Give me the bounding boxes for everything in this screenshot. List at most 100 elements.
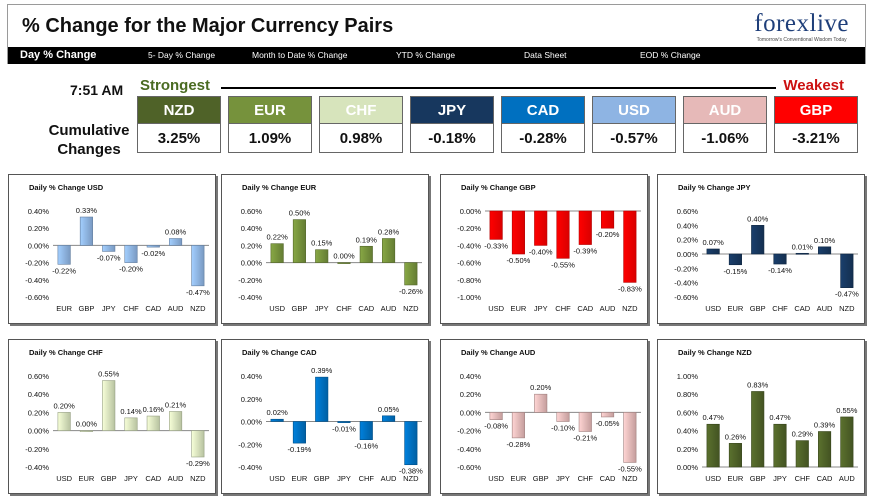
data-label: -0.20%: [119, 265, 143, 274]
y-tick-label: -0.20%: [25, 445, 49, 454]
y-tick-label: -0.20%: [457, 427, 481, 436]
chart-panel-4: Daily % Change JPY 0.60% 0.40% 0.20% 0.00% -0…: [657, 174, 865, 324]
data-label: -0.39%: [573, 247, 597, 256]
data-label: -0.20%: [596, 230, 620, 239]
x-tick-label: NZD: [403, 474, 419, 483]
tab-ytd-change[interactable]: YTD % Change: [396, 50, 456, 60]
currency-tile-jpy: JPY -0.18%: [410, 96, 494, 154]
currency-code: JPY: [410, 96, 494, 124]
bar-chf: [795, 440, 809, 468]
bar-usd: [489, 210, 503, 240]
forexlive-logo[interactable]: forexlive Tomorrow's Conventional Wisdom…: [754, 10, 849, 43]
x-tick-label: AUD: [168, 304, 184, 313]
x-tick-label: USD: [56, 474, 72, 483]
data-label: -0.83%: [618, 284, 642, 293]
y-tick-label: -0.40%: [674, 279, 698, 288]
bar-eur: [511, 412, 525, 439]
chart-title: Daily % Change EUR: [242, 183, 317, 192]
y-tick-label: 0.00%: [241, 418, 263, 427]
chart-title: Daily % Change NZD: [678, 348, 752, 357]
x-tick-label: CAD: [145, 474, 161, 483]
x-tick-label: AUD: [600, 304, 616, 313]
y-tick-label: 0.60%: [677, 207, 699, 216]
bar-gbp: [315, 376, 329, 422]
x-tick-label: JPY: [534, 304, 548, 313]
y-tick-label: -0.20%: [238, 440, 262, 449]
bar-jpy: [534, 210, 548, 246]
bar-usd: [270, 243, 284, 263]
nav-bar: Day % Change 5- Day % Change Month to Da…: [8, 47, 865, 64]
chart-panel-5: Daily % Change CHF 0.60% 0.40% 0.20% 0.00% -0…: [8, 339, 216, 494]
bar-jpy: [556, 412, 570, 422]
bar-chart: 1.00% 0.80% 0.60% 0.40% 0.20% 0.00% 0.47% USD 0.…: [677, 372, 858, 483]
chart-panel-8: Daily % Change NZD 1.00% 0.80% 0.60% 0.40% 0.…: [657, 339, 865, 494]
logo-wordmark: forexlive: [754, 10, 849, 37]
tab-5-day-change[interactable]: 5- Day % Change: [148, 50, 216, 60]
data-label: 0.19%: [356, 235, 378, 244]
timestamp: 7:51 AM: [70, 82, 124, 98]
bar-eur: [728, 443, 742, 468]
cumulative-change-value: -1.06%: [683, 124, 767, 153]
bar-eur: [728, 253, 742, 266]
bar-usd: [270, 418, 284, 422]
x-tick-label: USD: [705, 304, 721, 313]
y-tick-label: 0.00%: [460, 408, 482, 417]
data-label: -0.16%: [354, 442, 378, 451]
y-tick-label: -0.80%: [457, 276, 481, 285]
data-label: 0.10%: [814, 236, 836, 245]
x-tick-label: GBP: [750, 304, 766, 313]
data-label: 0.50%: [289, 209, 311, 218]
bar-chart: 0.40% 0.20% 0.00% -0.20% -0.40% -0.60% -0.08% U…: [457, 372, 642, 483]
y-tick-label: 0.60%: [28, 372, 50, 381]
data-label: -0.15%: [724, 267, 748, 276]
y-tick-label: 0.60%: [241, 207, 263, 216]
bar-eur: [79, 430, 93, 432]
y-tick-label: 0.20%: [241, 395, 263, 404]
y-tick-label: 0.40%: [460, 372, 482, 381]
chart-title: Daily % Change AUD: [461, 348, 536, 357]
tab-day-change[interactable]: Day % Change: [20, 49, 97, 61]
data-label: -0.47%: [835, 290, 859, 299]
data-label: 0.15%: [311, 239, 333, 248]
x-tick-label: CAD: [794, 304, 810, 313]
x-tick-label: GBP: [101, 474, 117, 483]
data-label: -0.47%: [186, 288, 210, 297]
data-label: -0.08%: [484, 422, 508, 431]
data-label: 0.40%: [747, 214, 769, 223]
chart-title: Daily % Change CHF: [29, 348, 103, 357]
data-label: 0.39%: [311, 366, 333, 375]
x-tick-label: CHF: [772, 304, 788, 313]
x-tick-label: GBP: [292, 304, 308, 313]
logo-tagline: Tomorrow's Conventional Wisdom Today: [756, 37, 847, 43]
x-tick-label: CHF: [795, 474, 811, 483]
chart-title: Daily % Change GBP: [461, 183, 536, 192]
tab-eod-change[interactable]: EOD % Change: [640, 50, 701, 60]
bar-nzd: [623, 210, 637, 283]
data-label: 0.16%: [143, 405, 165, 414]
x-tick-label: CHF: [359, 474, 375, 483]
y-tick-label: -0.60%: [457, 259, 481, 268]
bar-nzd: [191, 430, 205, 458]
data-label: 0.47%: [769, 413, 791, 422]
tab-month-to-date-change[interactable]: Month to Date % Change: [252, 50, 348, 60]
weakest-label: Weakest: [783, 77, 844, 94]
data-label: 0.83%: [747, 380, 769, 389]
bar-jpy: [337, 421, 351, 423]
currency-tile-nzd: NZD 3.25%: [137, 96, 221, 154]
bar-cad: [795, 252, 809, 255]
bar-chart: 0.40% 0.20% 0.00% -0.20% -0.40% -0.60% -0.22% E…: [25, 206, 210, 313]
cumulative-changes-label: Cumulative Changes: [44, 121, 134, 159]
currency-code: GBP: [774, 96, 858, 124]
y-tick-label: -0.40%: [457, 445, 481, 454]
bar-aud: [169, 411, 183, 431]
bar-aud: [601, 210, 615, 229]
data-label: 0.29%: [792, 430, 814, 439]
x-tick-label: JPY: [773, 474, 787, 483]
y-tick-label: -0.20%: [238, 276, 262, 285]
x-tick-label: EUR: [728, 304, 744, 313]
x-tick-label: JPY: [102, 304, 116, 313]
bar-nzd: [191, 245, 205, 287]
bar-aud: [818, 246, 832, 255]
tab-data-sheet[interactable]: Data Sheet: [524, 50, 567, 60]
currency-code: NZD: [137, 96, 221, 124]
